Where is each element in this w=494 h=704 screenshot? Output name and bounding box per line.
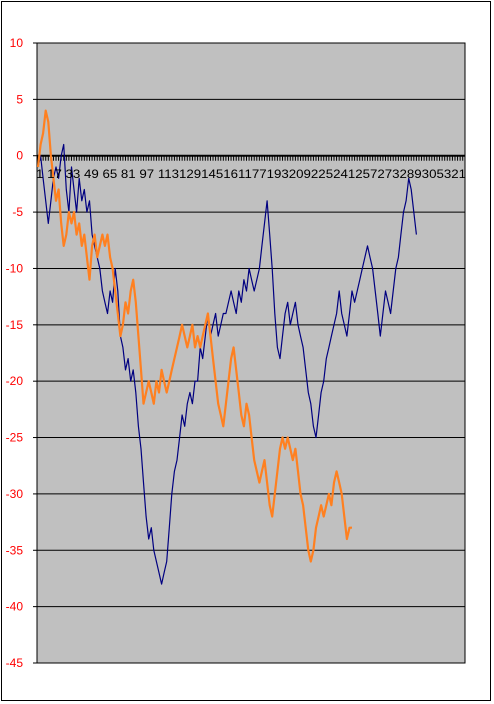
y-tick-label: 5 [16, 92, 23, 106]
y-tick-label: -20 [6, 374, 24, 388]
gridlines [37, 98, 465, 608]
y-axis-tick-labels: 10 5 0 -5 -10 -15 -20 -25 -30 -35 -40 -45 [6, 36, 37, 670]
series-line-blue [37, 143, 417, 585]
y-tick-label: 10 [10, 36, 24, 50]
y-tick-label: -30 [6, 487, 24, 501]
y-tick-label: -10 [6, 261, 24, 275]
series-lines [36, 109, 417, 585]
y-tick-label: -5 [12, 205, 23, 219]
series-line-orange [36, 109, 352, 563]
y-tick-label: -40 [6, 600, 24, 614]
plot-area [36, 42, 466, 664]
y-tick-label: -15 [6, 318, 24, 332]
y-tick-label: -25 [6, 431, 24, 445]
x-axis-tick-text: 1 17 33 49 65 81 97 11312914516117719320… [36, 167, 466, 181]
y-tick-label: -35 [6, 543, 24, 557]
y-tick-label: -45 [6, 656, 24, 670]
y-tick-label: 0 [16, 149, 23, 163]
x-axis-tick-labels: 1 17 33 49 65 81 97 11312914516117719320… [36, 167, 466, 181]
